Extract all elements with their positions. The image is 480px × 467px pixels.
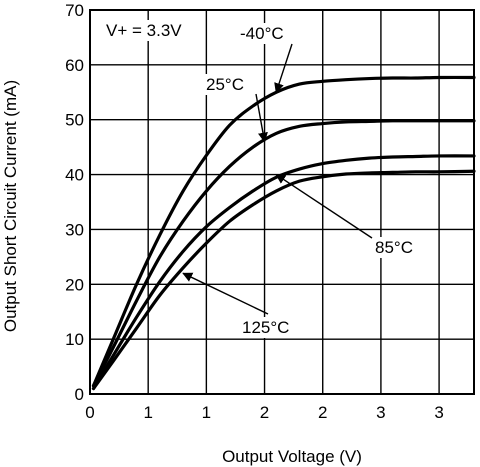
annotation-arrow (274, 43, 293, 94)
y-tick-label: 30 (65, 220, 84, 239)
y-tick-label: 70 (65, 1, 84, 20)
series-line (91, 169, 476, 391)
x-axis-title: Output Voltage (V) (222, 447, 362, 466)
x-tick-label: 3 (376, 403, 385, 422)
y-tick-label: 60 (65, 56, 84, 75)
supply-voltage-label: V+ = 3.3V (106, 21, 182, 40)
annotation-arrow (275, 173, 373, 239)
annotation-arrow (182, 272, 269, 315)
annotations: V+ = 3.3V -40°C 25°C 85°C 125°C (104, 20, 415, 338)
x-tick-label: 0 (85, 403, 94, 422)
temperature-label: 125°C (242, 318, 289, 337)
annotation-arrow (255, 93, 268, 143)
annotation-background (104, 20, 185, 41)
y-tick-labels: 0 10 20 30 40 50 60 70 (65, 1, 84, 404)
temperature-label: 85°C (375, 238, 413, 257)
y-tick-label: 0 (75, 385, 84, 404)
y-axis-title: Output Short Circuit Current (mA) (1, 80, 20, 332)
temperature-label: 25°C (206, 75, 244, 94)
annotation-background (238, 23, 286, 44)
x-tick-label: 1 (202, 403, 211, 422)
y-tick-label: 40 (65, 166, 84, 185)
series-lines (91, 75, 476, 391)
y-tick-label: 10 (65, 330, 84, 349)
x-tick-labels: 0 1 1 2 2 3 3 (85, 403, 444, 422)
annotation-background (204, 74, 246, 95)
x-tick-label: 3 (434, 403, 443, 422)
x-tick-label: 2 (318, 403, 327, 422)
series-line (91, 119, 476, 388)
annotation-background (240, 317, 292, 338)
y-tick-label: 50 (65, 111, 84, 130)
temperature-label: -40°C (240, 24, 284, 43)
y-tick-label: 20 (65, 275, 84, 294)
x-tick-label: 1 (143, 403, 152, 422)
plot-frame (89, 9, 475, 395)
x-tick-label: 2 (260, 403, 269, 422)
annotation-background (373, 237, 415, 258)
